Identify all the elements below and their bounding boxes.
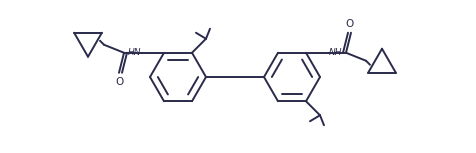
Text: HN: HN [127, 48, 141, 57]
Text: O: O [345, 19, 353, 29]
Text: O: O [116, 77, 124, 87]
Text: NH: NH [328, 48, 342, 57]
